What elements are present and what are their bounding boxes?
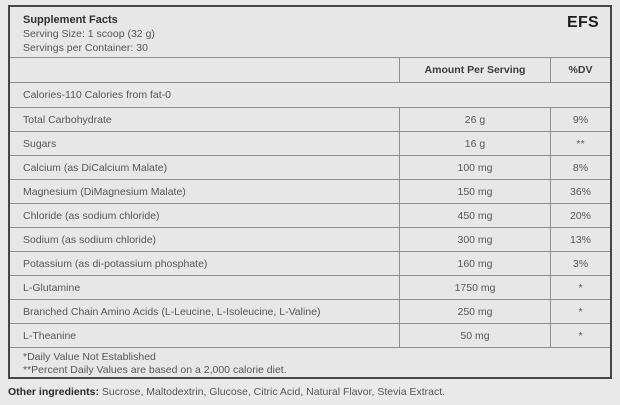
table-row: Sodium (as sodium chloride) 300 mg 13% — [10, 227, 610, 251]
supplement-facts-table: Supplement Facts Serving Size: 1 scoop (… — [8, 5, 612, 379]
nutrient-dv: * — [550, 276, 610, 299]
nutrient-name: Sodium (as sodium chloride) — [23, 233, 157, 246]
nutrient-amount: 50 mg — [399, 324, 550, 347]
nutrient-name: Magnesium (DiMagnesium Malate) — [23, 185, 186, 198]
nutrient-amount: 450 mg — [399, 204, 550, 227]
other-ingredients-text: Sucrose, Maltodextrin, Glucose, Citric A… — [99, 386, 446, 398]
table-row: Calcium (as DiCalcium Malate) 100 mg 8% — [10, 155, 610, 179]
table-row: Magnesium (DiMagnesium Malate) 150 mg 36… — [10, 179, 610, 203]
nutrient-amount: 150 mg — [399, 180, 550, 203]
nutrient-name: L-Glutamine — [23, 281, 81, 294]
nutrient-amount: 100 mg — [399, 156, 550, 179]
nutrient-amount: 1750 mg — [399, 276, 550, 299]
nutrient-dv: 9% — [550, 108, 610, 131]
table-row: Potassium (as di-potassium phosphate) 16… — [10, 251, 610, 275]
nutrient-name: Potassium (as di-potassium phosphate) — [23, 257, 208, 270]
nutrient-dv: * — [550, 324, 610, 347]
nutrient-name: Branched Chain Amino Acids (L-Leucine, L… — [23, 305, 321, 318]
facts-header: Supplement Facts Serving Size: 1 scoop (… — [10, 7, 610, 57]
table-row: Branched Chain Amino Acids (L-Leucine, L… — [10, 299, 610, 323]
nutrient-name: Sugars — [23, 137, 57, 150]
nutrient-dv: * — [550, 300, 610, 323]
table-row: Total Carbohydrate 26 g 9% — [10, 107, 610, 131]
nutrient-name: Total Carbohydrate — [23, 113, 112, 126]
column-header-row: Amount Per Serving %DV — [10, 57, 610, 82]
other-ingredients-label: Other ingredients: — [8, 386, 100, 398]
nutrient-name: Calcium (as DiCalcium Malate) — [23, 161, 168, 174]
nutrient-dv: 20% — [550, 204, 610, 227]
nutrient-name: Chloride (as sodium chloride) — [23, 209, 160, 222]
nutrient-dv: 13% — [550, 228, 610, 251]
nutrient-dv: 36% — [550, 180, 610, 203]
footnote-line: **Percent Daily Values are based on a 2,… — [23, 364, 287, 376]
other-ingredients-line: Other ingredients: Sucrose, Maltodextrin… — [8, 386, 445, 398]
column-header-name-spacer — [10, 58, 399, 82]
facts-footnotes: *Daily Value Not Established **Percent D… — [10, 347, 610, 377]
nutrient-name: L-Theanine — [23, 329, 77, 342]
nutrient-amount: 16 g — [399, 132, 550, 155]
nutrient-amount: 300 mg — [399, 228, 550, 251]
nutrient-amount: 26 g — [399, 108, 550, 131]
nutrient-rows: Total Carbohydrate 26 g 9% Sugars 16 g *… — [10, 107, 610, 347]
servings-per-container-line: Servings per Container: 30 — [23, 42, 148, 54]
nutrient-dv: ** — [550, 132, 610, 155]
table-row: Chloride (as sodium chloride) 450 mg 20% — [10, 203, 610, 227]
brand-mark: EFS — [566, 14, 599, 31]
table-row: Sugars 16 g ** — [10, 131, 610, 155]
table-row: L-Theanine 50 mg * — [10, 323, 610, 347]
footnote-line: *Daily Value Not Established — [23, 351, 156, 363]
nutrient-amount: 250 mg — [399, 300, 550, 323]
table-row: L-Glutamine 1750 mg * — [10, 275, 610, 299]
serving-size-line: Serving Size: 1 scoop (32 g) — [23, 28, 155, 40]
nutrient-dv: 8% — [550, 156, 610, 179]
column-header-dv: %DV — [550, 58, 610, 82]
facts-title: Supplement Facts — [23, 14, 118, 26]
calories-row: Calories-110 Calories from fat-0 — [10, 82, 610, 107]
column-header-amount: Amount Per Serving — [399, 58, 550, 82]
nutrient-amount: 160 mg — [399, 252, 550, 275]
nutrient-dv: 3% — [550, 252, 610, 275]
